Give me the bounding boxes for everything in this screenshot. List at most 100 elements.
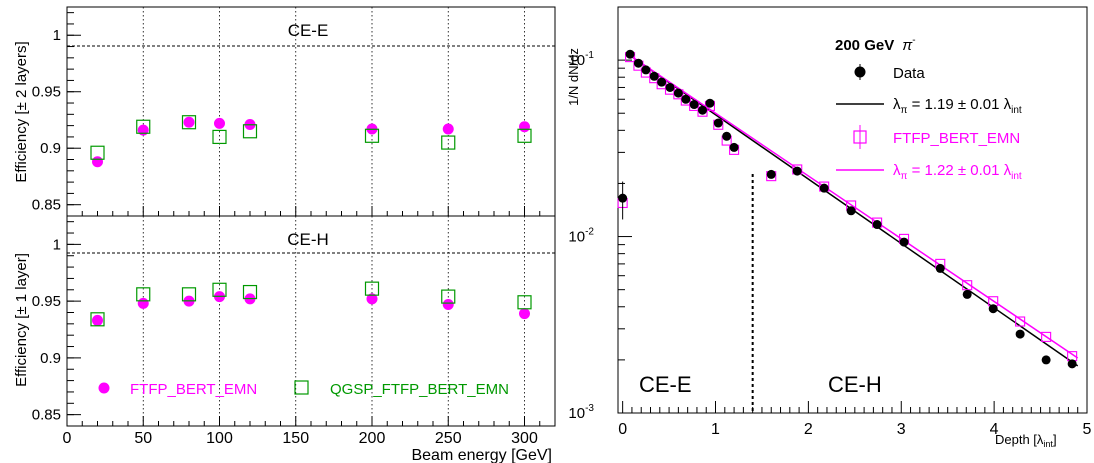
x-tick-label: 1 (711, 421, 720, 438)
point-data (1015, 329, 1025, 339)
x-axis-label: Depth [λint] (995, 432, 1057, 449)
point-data (1041, 355, 1051, 365)
legend-label-data: Data (893, 65, 925, 82)
x-tick-label: 4 (990, 421, 999, 438)
y-tick-label: 1 (53, 27, 61, 44)
legend-title: 200 GeV π- (835, 35, 916, 54)
point-data (657, 77, 667, 87)
y-tick-label: 0.85 (32, 197, 61, 214)
y-tick-label: 10-3 (568, 403, 594, 422)
point-data (633, 58, 643, 68)
legend-label-ftfp: FTFP_BERT_EMN (130, 381, 257, 398)
legend-label-ftfp: FTFP_BERT_EMN (893, 130, 1020, 147)
point-ftfp-bert-emn (137, 297, 149, 309)
vertical-grid (142, 216, 525, 426)
panel-annotation: CE-E (288, 21, 329, 40)
point-qgsp-ftfp-bert-emn (364, 281, 380, 296)
point-data (665, 82, 675, 92)
x-tick-label: 0 (63, 430, 72, 447)
point-ftfp-bert-emn (1041, 331, 1052, 342)
point-ftfp-bert-emn (519, 308, 530, 320)
point-qgsp-ftfp-bert-emn (517, 128, 532, 143)
point-qgsp-ftfp-bert-emn (90, 312, 105, 327)
point-qgsp-ftfp-bert-emn (212, 282, 227, 297)
x-tick-label: 0 (618, 421, 627, 438)
legend-marker-qgsp (294, 380, 309, 395)
y-axis-label: Efficiency [± 1 layer] (13, 253, 30, 387)
point-data (705, 98, 715, 108)
y-axis-ticks: 10-3 10-2 10-1 (568, 6, 632, 422)
plot-frame (617, 6, 1088, 414)
y-tick-label: 0.95 (32, 84, 61, 101)
x-tick-label: 250 (435, 430, 462, 447)
vertical-grid (142, 7, 525, 216)
y-axis-label: Efficiency [± 2 layers] (13, 41, 30, 182)
y-tick-label: 0.95 (32, 293, 61, 310)
point-data (673, 88, 683, 98)
x-tick-label: 100 (206, 430, 233, 447)
point-data (698, 105, 708, 115)
point-data (722, 131, 732, 141)
point-ftfp-bert-emn (92, 156, 103, 168)
data-points (90, 115, 532, 168)
point-ftfp-bert-emn (442, 123, 454, 135)
legend: 200 GeV π- Data λπ = 1.19 ± 0.01 λint FTF… (835, 35, 1022, 182)
point-qgsp-ftfp-bert-emn (441, 289, 456, 304)
region-label-ce-h: CE-H (828, 372, 882, 397)
point-qgsp-ftfp-bert-emn (181, 287, 197, 302)
point-ftfp-bert-emn (183, 116, 195, 128)
point-data (935, 263, 945, 273)
point-data (681, 94, 691, 104)
point-data (641, 65, 651, 75)
legend-marker-ftfp (98, 382, 110, 394)
y-axis-ticks: 0.85 0.9 0.95 1 (32, 12, 81, 214)
point-data (819, 183, 829, 193)
legend-label-qgsp: QGSP_FTFP_BERT_EMN (330, 381, 509, 398)
point-ftfp-bert-emn (137, 124, 149, 136)
y-tick-label: 0.9 (40, 140, 61, 157)
point-ftfp-bert-emn (214, 117, 225, 129)
point-qgsp-ftfp-bert-emn (212, 129, 227, 145)
legend: FTFP_BERT_EMN QGSP_FTFP_BERT_EMN (98, 380, 509, 398)
x-tick-label: 50 (134, 430, 152, 447)
x-tick-label: 300 (511, 430, 538, 447)
data-points (617, 49, 1078, 369)
point-data (649, 71, 659, 81)
x-axis-ticks: 0 50 100 150 200 250 300 (63, 416, 556, 447)
panel-annotation: CE-H (287, 230, 329, 249)
point-data (872, 220, 882, 230)
point-data (689, 100, 699, 110)
point-data (1067, 359, 1077, 369)
x-axis-ticks: 0 1 2 3 4 5 (618, 401, 1092, 438)
fit-line-ftfp (627, 53, 1079, 359)
point-qgsp-ftfp-bert-emn (242, 124, 258, 139)
point-ftfp-bert-emn (1015, 316, 1026, 327)
point-ftfp-bert-emn (519, 121, 530, 133)
x-tick-label: 200 (359, 430, 386, 447)
y-axis-ticks: 0.85 0.9 0.95 1 (32, 221, 81, 424)
y-tick-label: 0.9 (40, 350, 61, 367)
legend-label-fit-data: λπ = 1.19 ± 0.01 λint (893, 96, 1022, 116)
data-points (90, 281, 532, 327)
point-ftfp-bert-emn (92, 314, 103, 326)
point-data (988, 304, 998, 314)
x-tick-label: 5 (1083, 421, 1092, 438)
point-data (766, 169, 776, 179)
point-qgsp-ftfp-bert-emn (242, 284, 258, 300)
point-qgsp-ftfp-bert-emn (181, 115, 197, 130)
y-tick-label: 1 (53, 236, 61, 253)
point-qgsp-ftfp-bert-emn (441, 135, 456, 150)
point-data (625, 49, 635, 59)
point-qgsp-ftfp-bert-emn (364, 128, 380, 143)
point-qgsp-ftfp-bert-emn (517, 295, 532, 310)
x-axis-label: Beam energy [GeV] (411, 447, 552, 463)
point-qgsp-ftfp-bert-emn (90, 145, 105, 160)
point-qgsp-ftfp-bert-emn (136, 119, 151, 134)
efficiency-ce-e-panel: 0.85 0.9 0.95 1 CE-E Efficiency [± 2 layers… (13, 6, 556, 217)
y-tick-label: 10-2 (568, 227, 594, 246)
point-data (713, 118, 723, 128)
x-tick-label: 150 (282, 430, 309, 447)
legend-label-fit-ftfp: λπ = 1.22 ± 0.01 λint (893, 162, 1022, 182)
point-ftfp-bert-emn (962, 280, 973, 291)
point-data (618, 193, 628, 203)
